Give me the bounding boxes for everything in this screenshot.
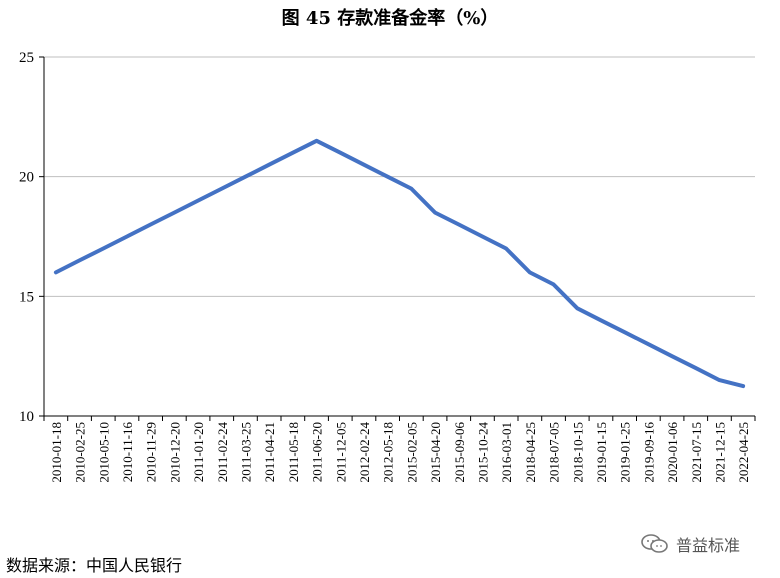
wechat-icon xyxy=(641,534,668,553)
gridlines xyxy=(44,56,755,297)
x-tick-label: 2018-10-15 xyxy=(570,422,585,483)
x-tick-label: 2010-02-25 xyxy=(73,422,88,483)
x-tick-label: 2015-10-24 xyxy=(475,422,490,483)
watermark-text: 普益标准 xyxy=(676,536,741,555)
x-tick-label: 2018-07-05 xyxy=(547,422,562,483)
x-axis: 2010-01-18 2010-02-25 2010-05-10 2010-11-16… xyxy=(43,415,756,483)
x-tick-label: 2011-06-20 xyxy=(310,422,325,482)
watermark: 普益标准 xyxy=(640,532,740,556)
x-tick-label: 2015-04-20 xyxy=(428,422,443,483)
y-tick-label: 10 xyxy=(19,409,34,425)
x-tick-label: 2010-11-29 xyxy=(144,422,159,482)
y-tick-label: 20 xyxy=(19,170,34,186)
x-tick-label: 2022-04-25 xyxy=(736,422,751,483)
x-tick-label: 2015-09-06 xyxy=(452,422,467,483)
x-tick-label: 2012-05-18 xyxy=(381,422,396,483)
y-tick-label: 15 xyxy=(19,289,34,305)
x-tick-label: 2018-04-25 xyxy=(523,422,538,483)
x-tick-label: 2016-03-01 xyxy=(499,422,514,483)
y-axis-ticks: 10 15 20 25 xyxy=(19,50,45,425)
x-tick-label: 2010-01-18 xyxy=(49,422,64,483)
x-tick-label: 2011-05-18 xyxy=(286,422,301,482)
x-tick-label: 2019-09-16 xyxy=(641,422,656,483)
x-tick-label: 2020-01-06 xyxy=(665,422,680,483)
x-tick-label: 2010-12-20 xyxy=(167,422,182,483)
x-tick-label: 2011-12-05 xyxy=(333,422,348,482)
source-note: 数据来源：中国人民银行 xyxy=(6,556,183,575)
x-tick-label: 2010-05-10 xyxy=(96,422,111,483)
chart-title: 图 45 存款准备金率（%） xyxy=(281,8,499,29)
x-tick-label: 2011-04-21 xyxy=(262,422,277,482)
x-tick-label: 2019-01-25 xyxy=(618,422,633,483)
x-tick-label: 2011-01-20 xyxy=(191,422,206,482)
series-layer xyxy=(53,138,746,389)
series-line xyxy=(53,138,746,389)
y-tick-label: 25 xyxy=(19,50,34,66)
x-tick-label: 2021-07-15 xyxy=(689,422,704,483)
x-tick-label: 2010-11-16 xyxy=(120,422,135,483)
x-tick-label: 2011-03-25 xyxy=(238,422,253,482)
x-tick-label: 2021-12-15 xyxy=(712,422,727,483)
x-tick-label: 2019-01-15 xyxy=(594,422,609,483)
x-tick-label: 2012-02-24 xyxy=(357,422,372,483)
x-tick-label: 2015-02-05 xyxy=(404,422,419,483)
x-tick-label: 2011-02-24 xyxy=(215,422,230,483)
